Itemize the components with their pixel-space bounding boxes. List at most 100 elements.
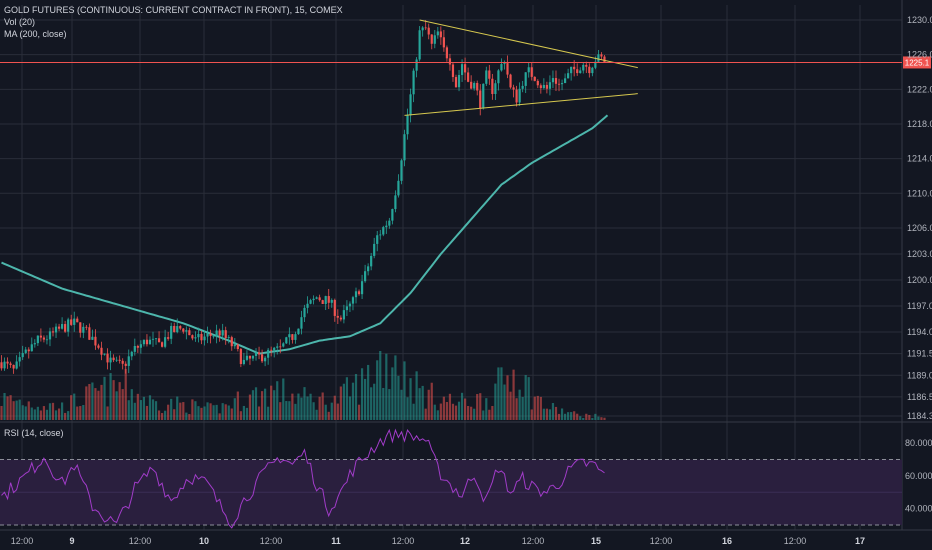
volume-bar [303, 387, 306, 420]
candle-body [418, 30, 421, 60]
candle-body [318, 297, 321, 301]
volume-bar [291, 393, 294, 420]
volume-bar [567, 412, 570, 420]
volume-bar [582, 417, 585, 420]
candle-body [21, 352, 24, 358]
volume-bar [351, 382, 355, 420]
candle-body [157, 338, 161, 343]
candle-body [488, 70, 491, 79]
volume-bar [257, 406, 261, 420]
candle-body [288, 334, 291, 338]
volume-bar [509, 391, 512, 420]
volume-bar [227, 405, 230, 420]
time-tick-label: 16 [722, 536, 732, 546]
volume-bar [194, 401, 197, 420]
candle-body [324, 296, 327, 304]
candle-body [206, 333, 209, 337]
candle-body [57, 326, 61, 329]
candle-body [560, 83, 564, 85]
candle-body [500, 64, 503, 71]
candle-body [430, 34, 433, 44]
ma-legend: MA (200, close) [4, 29, 67, 39]
candle-body [482, 83, 485, 109]
candle-body [554, 78, 558, 84]
candle-body [115, 359, 118, 361]
candle-body [70, 319, 73, 325]
candle-body [164, 337, 167, 347]
candle-body [82, 326, 85, 333]
candle-body [239, 349, 242, 364]
volume-bar [518, 389, 521, 420]
time-tick-label: 12:00 [260, 536, 283, 546]
volume-bar [367, 364, 370, 420]
volume-bar [188, 414, 191, 420]
volume-bar [57, 408, 61, 420]
volume-bar [357, 404, 361, 420]
volume-bar [15, 400, 18, 420]
volume-bar [230, 408, 233, 420]
candle-body [503, 63, 506, 65]
volume-bar [51, 402, 55, 420]
volume-bar [145, 405, 149, 420]
volume-bar [548, 409, 552, 420]
candle-body [470, 81, 473, 89]
candle-body [236, 344, 239, 350]
candle-body [600, 54, 603, 57]
candle-body [351, 297, 355, 304]
volume-bar [491, 405, 494, 420]
volume-bar [39, 410, 42, 420]
volume-bar [442, 396, 445, 420]
volume-bar [164, 410, 167, 420]
candle-body [212, 335, 215, 337]
time-tick-label: 10 [199, 536, 209, 546]
volume-bar [218, 413, 221, 420]
candle-body [109, 357, 112, 363]
candle-body [336, 315, 339, 318]
volume-bar [88, 384, 91, 420]
candle-body [42, 337, 46, 340]
candle-body [512, 87, 515, 90]
candle-body [79, 322, 82, 333]
volume-bar [264, 388, 267, 420]
volume-bar [388, 389, 391, 420]
candle-body [357, 291, 361, 295]
time-tick-label: 17 [855, 536, 865, 546]
volume-bar [173, 409, 176, 420]
volume-bar [97, 390, 100, 420]
volume-bar [348, 396, 352, 420]
volume-bar [327, 411, 330, 420]
candle-body [170, 325, 173, 339]
volume-bar [27, 401, 30, 420]
candle-body [48, 331, 52, 340]
candle-body [61, 324, 64, 329]
time-tick-label: 12:00 [392, 536, 415, 546]
candle-body [342, 310, 345, 320]
candle-body [448, 58, 452, 65]
candle-body [51, 331, 55, 333]
symbol-title: GOLD FUTURES (CONTINUOUS: CURRENT CONTRA… [4, 5, 343, 15]
candle-body [367, 266, 370, 272]
candle-body [567, 73, 570, 79]
candle-body [370, 255, 373, 267]
candle-body [282, 343, 285, 347]
price-tick-label: 1226.0 [907, 50, 932, 60]
candle-body [230, 337, 233, 347]
volume-bar [251, 390, 255, 420]
candle-body [524, 72, 527, 86]
time-tick-label: 12:00 [522, 536, 545, 546]
volume-bar [503, 384, 506, 420]
volume-bar [154, 401, 158, 420]
candle-body [273, 347, 276, 351]
candle-body [248, 355, 252, 359]
candle-body [45, 339, 49, 341]
volume-bar [79, 406, 82, 420]
candle-body [548, 82, 552, 89]
candle-body [573, 66, 576, 70]
volume-bar [21, 405, 24, 420]
volume-bar [82, 405, 85, 420]
candle-body [582, 64, 585, 71]
time-tick-label: 12 [460, 536, 470, 546]
volume-bar [270, 385, 273, 420]
triangle-pattern [404, 19, 638, 116]
